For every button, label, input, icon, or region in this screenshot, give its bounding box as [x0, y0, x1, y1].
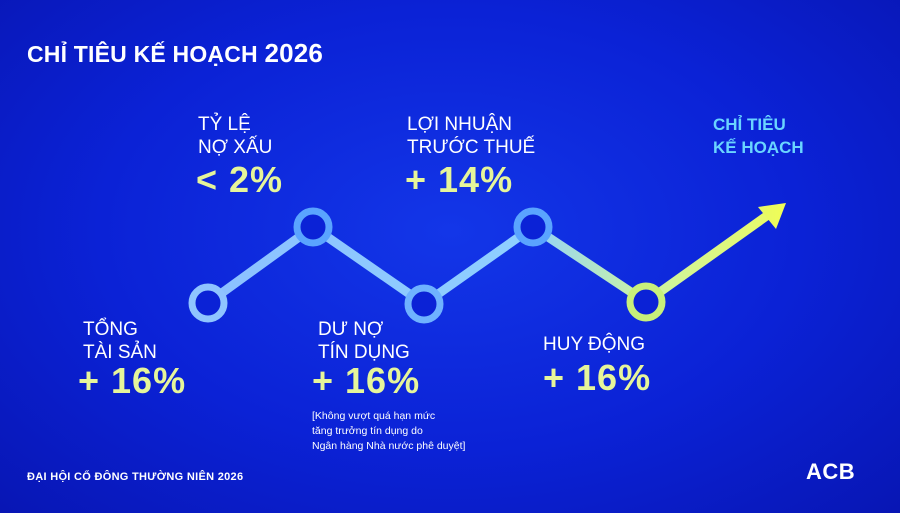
- page-title-year: 2026: [264, 38, 324, 68]
- page-title: CHỈ TIÊU KẾ HOẠCH 2026: [27, 38, 323, 69]
- item-value-loi-nhuan: + 14%: [405, 159, 514, 200]
- page-title-text: CHỈ TIÊU KẾ HOẠCH: [27, 41, 258, 67]
- node-du-no-tin-dung: [404, 284, 444, 324]
- growth-arrow-head: [758, 203, 786, 229]
- item-value-ty-le-no-xau: < 2%: [196, 159, 284, 200]
- footer-event-name: ĐẠI HỘI CỔ ĐÔNG THƯỜNG NIÊN 2026: [27, 471, 244, 483]
- item-label-du-no-tin-dung: DƯ NỢ TÍN DỤNG: [318, 319, 410, 363]
- node-ty-le-no-xau: [293, 207, 333, 247]
- item-value-tong-tai-san: + 16%: [78, 360, 187, 401]
- item-label-loi-nhuan: LỢI NHUẬN TRƯỚC THUẾ: [407, 114, 536, 158]
- growth-path-line: [203, 210, 773, 309]
- item-label-tong-tai-san: TỔNG TÀI SẢN: [83, 319, 157, 363]
- item-label-huy-dong: HUY ĐỘNG: [543, 334, 646, 355]
- node-huy-dong: [626, 282, 666, 322]
- acb-logo: ACB: [806, 459, 856, 484]
- node-loi-nhuan: [513, 207, 553, 247]
- item-value-du-no-tin-dung: + 16%: [312, 360, 421, 401]
- item-value-huy-dong: + 16%: [543, 357, 652, 398]
- node-tong-tai-san: [188, 283, 228, 323]
- item-note-du-no-tin-dung: [Không vượt quá hạn mức tăng trưởng tín …: [312, 410, 466, 452]
- plan-label: CHỈ TIÊU KẾ HOẠCH: [713, 115, 804, 157]
- item-label-ty-le-no-xau: TỶ LỆ NỢ XẤU: [198, 114, 273, 158]
